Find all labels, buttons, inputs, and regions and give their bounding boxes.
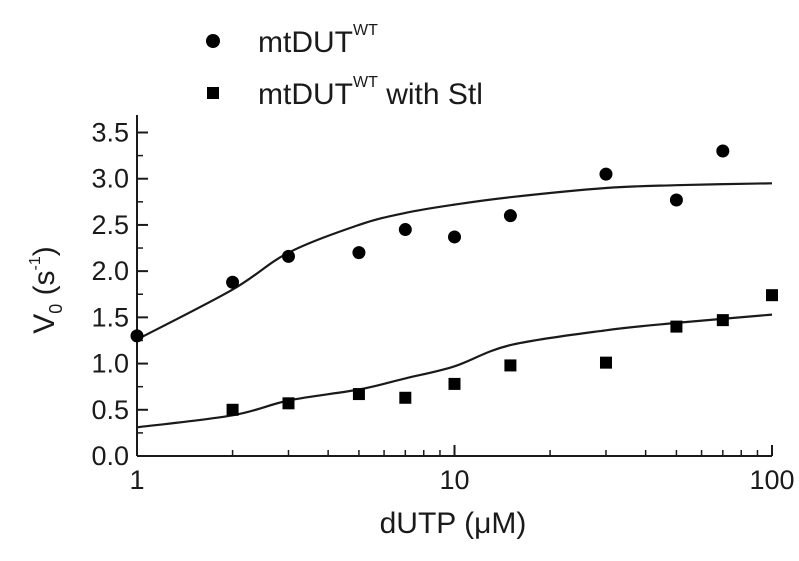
data-point-series-2 <box>352 388 365 401</box>
data-point-series-1 <box>130 329 144 343</box>
y-axis-title: V0 (s-1) <box>27 246 66 334</box>
legend-label-series-1-sup: WT <box>353 22 378 39</box>
data-point-series-1 <box>599 167 613 181</box>
y-tick-label: 1.5 <box>91 302 129 332</box>
y-ticks: 0.0 0.5 1.0 1.5 2.0 2.5 3.0 3.5 <box>91 118 148 471</box>
data-point-series-2 <box>282 397 295 410</box>
legend-label-series-2-sup: WT <box>353 74 378 91</box>
x-tick-label: 1 <box>129 465 144 495</box>
data-point-series-1 <box>448 230 461 244</box>
y-axis-title-main: V <box>28 314 61 334</box>
y-tick-label: 2.0 <box>91 256 129 286</box>
y-tick-label: 0.5 <box>91 395 129 425</box>
data-point-series-1 <box>352 246 366 260</box>
data-point-series-1 <box>669 193 683 207</box>
data-point-series-2 <box>504 359 517 372</box>
data-point-series-1 <box>716 144 730 158</box>
data-point-series-2 <box>226 403 239 416</box>
data-point-series-1 <box>503 209 517 223</box>
legend-marker-circle <box>206 34 220 48</box>
legend-label-series-2: mtDUTWT with Stl <box>258 74 483 111</box>
x-ticks: 1 10 100 <box>129 445 795 495</box>
y-axis-title-sup: -1 <box>27 256 44 270</box>
y-axis-title-close: ) <box>28 246 61 256</box>
legend-label-series-2-suffix: with Stl <box>378 78 483 111</box>
fit-curves <box>136 182 773 429</box>
x-tick-label: 10 <box>439 465 469 495</box>
data-point-series-1 <box>398 223 412 237</box>
fit-curve-series-1 <box>136 182 773 341</box>
legend-entry-series-1: mtDUTWT <box>206 22 378 59</box>
legend-label-series-2-main: mtDUT <box>258 78 353 111</box>
legend: mtDUTWT mtDUTWT with Stl <box>206 22 483 111</box>
x-axis-title: dUTP (μM) <box>380 507 527 540</box>
data-point-series-1 <box>281 249 295 263</box>
data-points <box>130 144 778 416</box>
legend-label-series-1-main: mtDUT <box>258 26 353 59</box>
x-tick-label: 100 <box>749 465 794 495</box>
legend-entry-series-2: mtDUTWT with Stl <box>207 74 483 111</box>
data-point-series-2 <box>716 314 729 327</box>
y-tick-label: 3.0 <box>91 164 129 194</box>
y-tick-label: 0.0 <box>91 441 129 471</box>
data-point-series-2 <box>399 391 412 404</box>
data-point-series-2 <box>766 289 778 302</box>
y-axis-title-sub: 0 <box>46 304 66 314</box>
data-point-series-2 <box>670 320 683 333</box>
legend-label-series-1: mtDUTWT <box>258 22 378 59</box>
y-tick-label: 3.5 <box>91 118 129 148</box>
data-point-series-1 <box>226 275 240 289</box>
y-tick-label: 2.5 <box>91 210 129 240</box>
y-tick-label: 1.0 <box>91 349 129 379</box>
data-point-series-2 <box>599 356 612 369</box>
legend-marker-square <box>207 87 219 99</box>
y-axis-title-open: (s <box>28 270 61 303</box>
data-point-series-2 <box>448 377 461 390</box>
fit-curve-series-2 <box>136 313 773 429</box>
